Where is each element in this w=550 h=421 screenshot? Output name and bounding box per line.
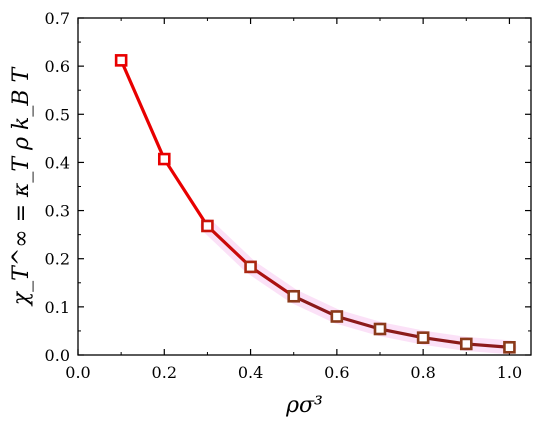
series-marker-layer (114, 54, 516, 354)
x-tick-label: 0.4 (238, 363, 263, 382)
series-line-segment (162, 157, 210, 228)
y-tick-label: 0.5 (45, 105, 70, 124)
y-tick-label: 0.2 (45, 250, 70, 269)
series-line-segment (205, 224, 253, 269)
y-tick-label: 0.3 (45, 202, 70, 221)
x-axis-label-text: ρσ³ (285, 393, 323, 418)
series-line-segment (292, 294, 339, 319)
data-point-marker (157, 152, 171, 166)
y-axis-label-text: χ_T^∞ = κ_T ρ k_B T (9, 65, 34, 307)
x-axis-label: ρσ³ (285, 393, 323, 418)
data-point-marker (244, 260, 257, 274)
x-tick-label: 0.6 (324, 363, 349, 382)
data-point-marker (114, 54, 128, 67)
y-tick-label: 0.4 (45, 153, 70, 172)
data-point-marker (416, 331, 430, 344)
series-line-segment (335, 314, 382, 331)
series-line-segment (421, 336, 468, 346)
y-axis-label: χ_T^∞ = κ_T ρ k_B T (9, 65, 34, 307)
y-tick-label: 0.7 (45, 9, 70, 28)
data-point-marker (373, 322, 387, 336)
x-tick-label: 0.2 (152, 363, 177, 382)
x-tick-label: 0.0 (65, 363, 90, 382)
data-point-marker (459, 337, 473, 351)
highlight-layer (200, 218, 517, 355)
data-point-marker (287, 289, 301, 303)
data-point-marker (330, 310, 344, 323)
x-tick-label: 0.8 (410, 363, 435, 382)
y-tick-label: 0.0 (45, 346, 70, 365)
y-tick-label: 0.1 (45, 298, 70, 317)
x-tick-label: 1.0 (497, 363, 522, 382)
series-line-segment (378, 327, 425, 340)
series-line-layer (119, 58, 512, 349)
data-point-marker (503, 340, 516, 354)
series-line-segment (119, 58, 166, 161)
ticks-layer: 0.0 0.2 0.4 0.6 0.8 1.0 0.0 0.1 0.2 0.3 0.4 0.5 0.6 0… (45, 9, 531, 382)
data-point-marker (201, 219, 214, 233)
series-line-segment (464, 342, 512, 349)
y-tick-label: 0.6 (45, 57, 70, 76)
series-line-segment (248, 265, 296, 298)
